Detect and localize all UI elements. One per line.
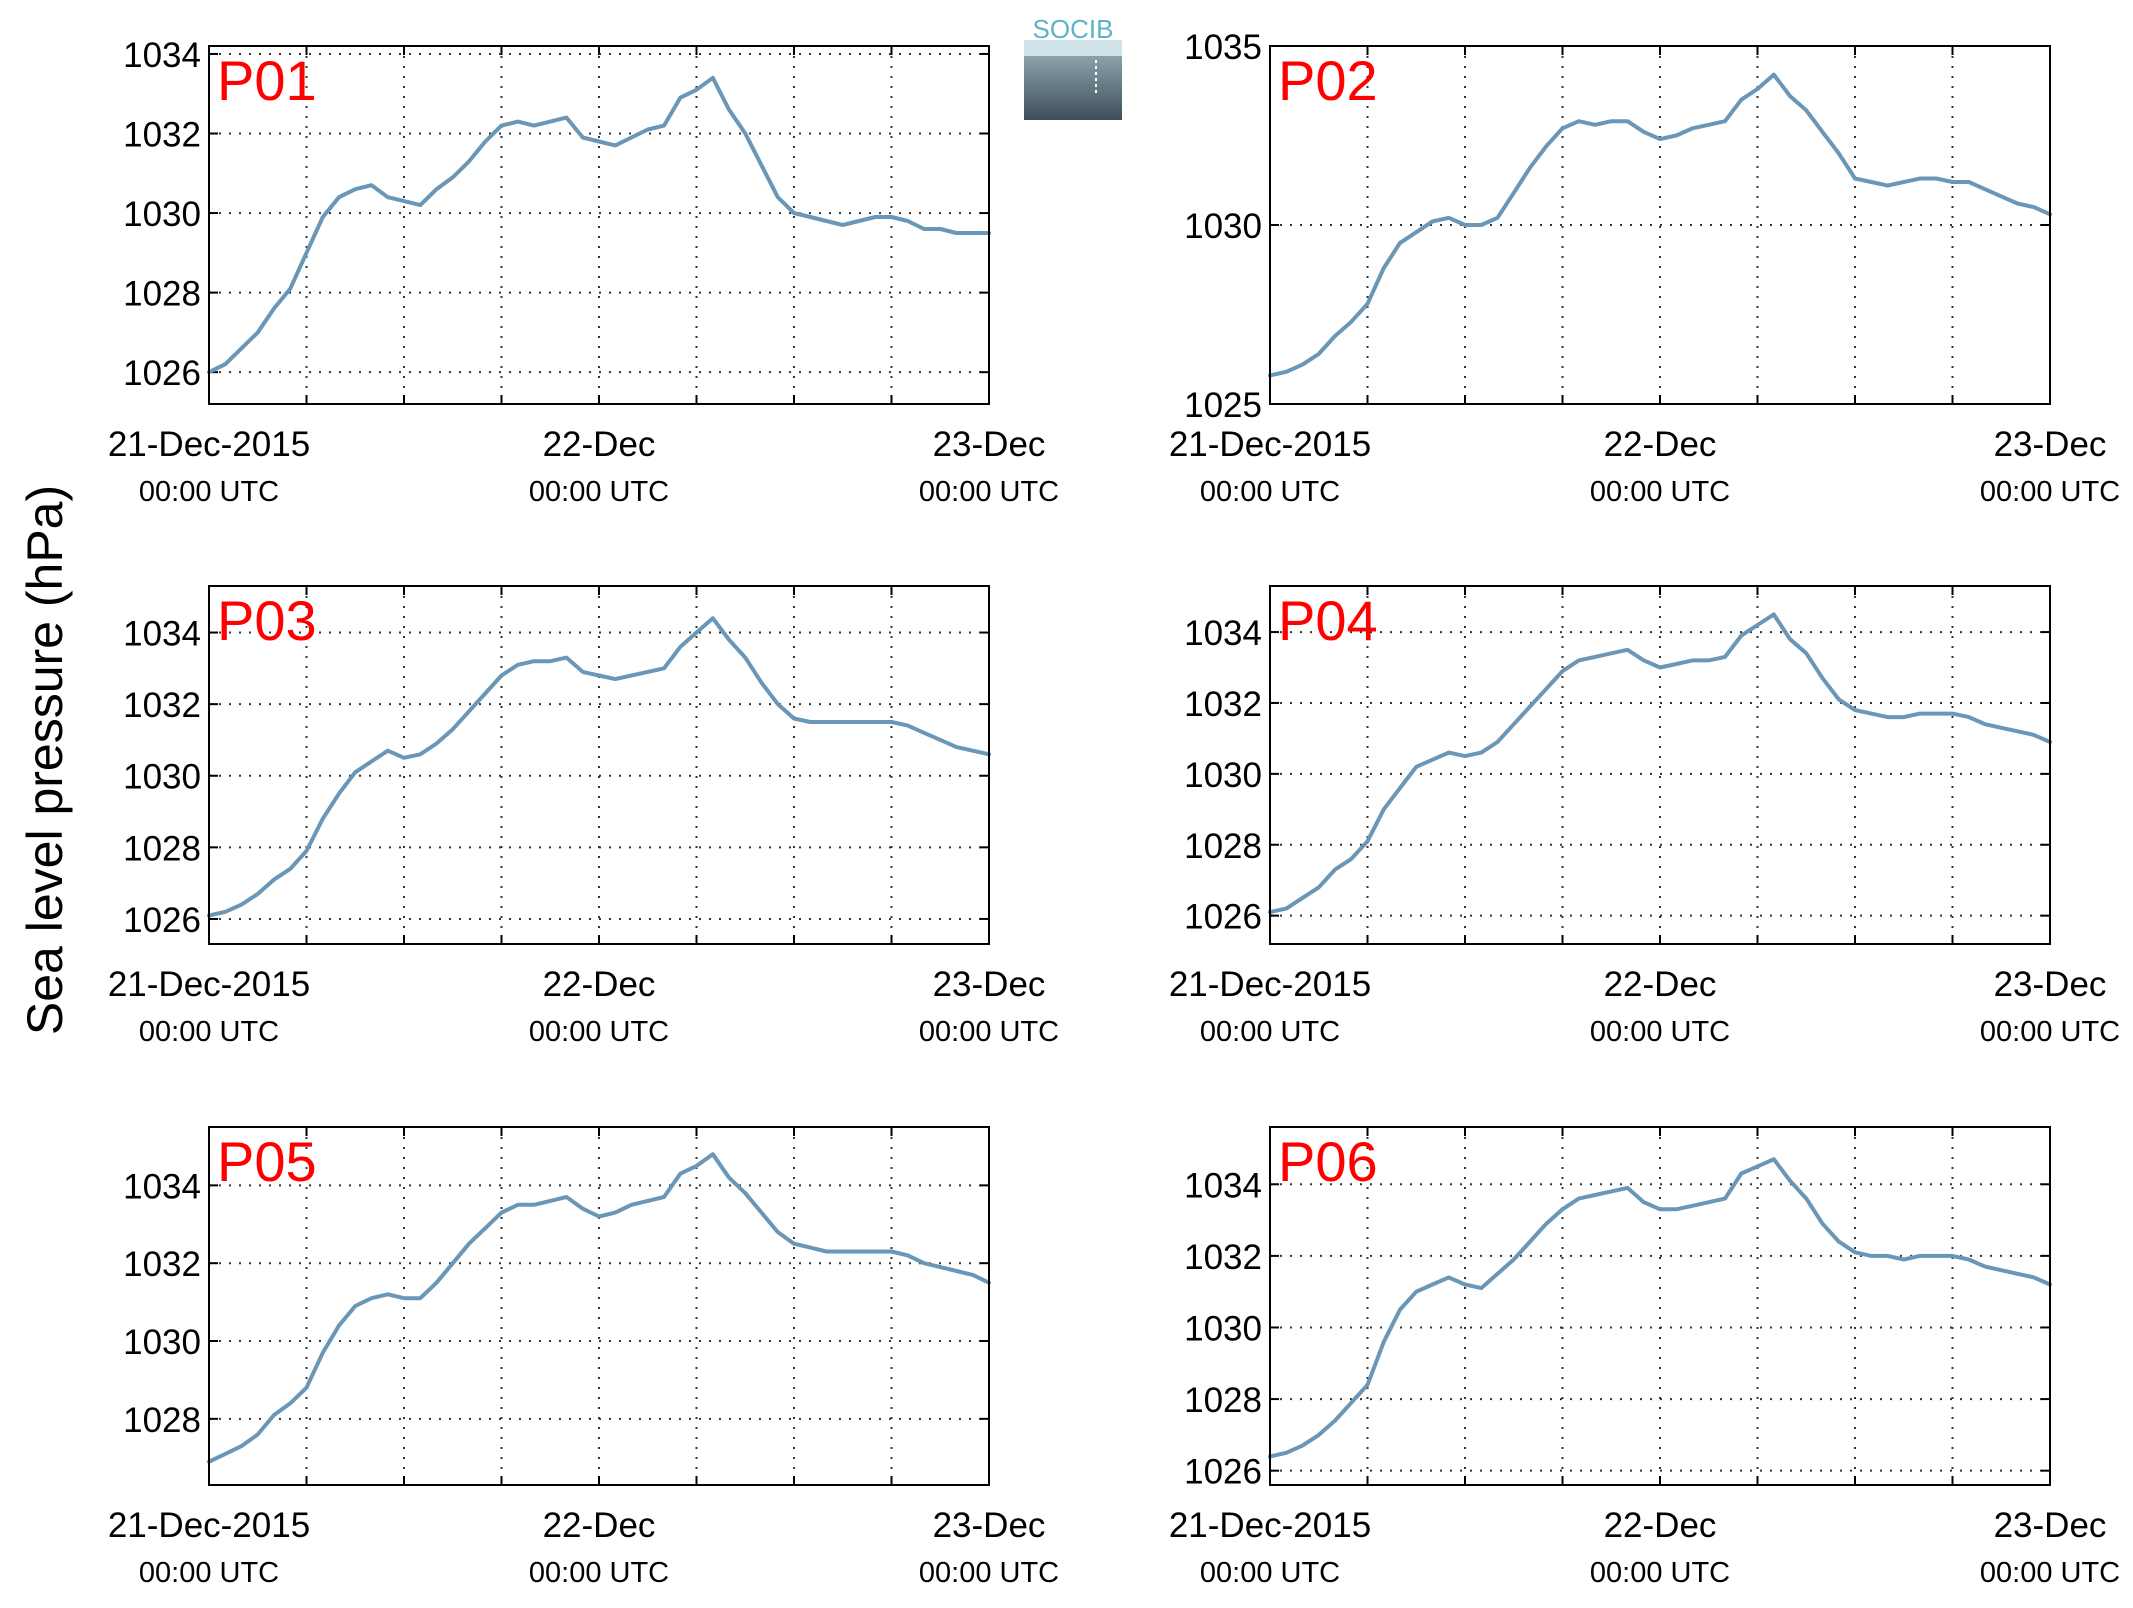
- x-tick-label-time: 00:00 UTC: [919, 476, 1059, 508]
- logo-text: SOCIB: [1033, 16, 1114, 44]
- x-tick-label-time: 00:00 UTC: [529, 476, 669, 508]
- y-tick-label: 1028: [123, 275, 201, 314]
- y-tick-label: 1028: [123, 829, 201, 868]
- x-tick-label-time: 00:00 UTC: [1980, 1016, 2120, 1048]
- x-tick-label-date: 21-Dec-2015: [108, 1506, 310, 1545]
- x-tick-label-time: 00:00 UTC: [1200, 1557, 1340, 1589]
- x-tick-label-date: 23-Dec: [933, 965, 1046, 1004]
- x-tick-label-time: 00:00 UTC: [529, 1557, 669, 1589]
- x-tick-label-date: 23-Dec: [1994, 425, 2107, 464]
- series-line: [1268, 1157, 2052, 1459]
- x-tick-label-date: 23-Dec: [1994, 965, 2107, 1004]
- y-tick-label: 1028: [123, 1401, 201, 1440]
- y-tick-label: 1026: [123, 901, 201, 940]
- y-tick-label: 1032: [1184, 685, 1262, 724]
- socib-logo: SOCIB: [1024, 16, 1122, 120]
- plot-frame: [1269, 585, 2051, 945]
- panel-title: P04: [1278, 589, 1378, 652]
- y-tick-label: 1032: [123, 686, 201, 725]
- logo-band-top: [1024, 40, 1122, 56]
- x-tick-label-date: 21-Dec-2015: [108, 425, 310, 464]
- x-tick-label-date: 23-Dec: [933, 1506, 1046, 1545]
- y-tick-label: 1030: [123, 758, 201, 797]
- panel-title: P01: [217, 49, 317, 112]
- chart-panel-6: 1026 1028 1030 1032 1034 21-Dec-2015 00:00 UTC…: [1169, 1126, 2120, 1589]
- x-tick-label-date: 22-Dec: [1604, 965, 1717, 1004]
- chart-panel-4: 1026 1028 1030 1032 1034 21-Dec-2015 00:00 UTC…: [1169, 585, 2120, 1048]
- series-line: [207, 75, 991, 375]
- x-tick-label-date: 22-Dec: [543, 1506, 656, 1545]
- y-tick-label: 1030: [123, 195, 201, 234]
- y-tick-label: 1030: [123, 1323, 201, 1362]
- x-tick-label-date: 22-Dec: [1604, 1506, 1717, 1545]
- x-tick-label-time: 00:00 UTC: [1980, 476, 2120, 508]
- series-line: [207, 1152, 991, 1464]
- y-tick-label: 1026: [1184, 1453, 1262, 1492]
- panel-title: P06: [1278, 1130, 1378, 1193]
- series-line: [207, 616, 991, 918]
- y-tick-label: 1032: [123, 1245, 201, 1284]
- panel-title: P02: [1278, 49, 1378, 112]
- chart-panel-1: 1026 1028 1030 1032 1034 21-Dec-2015 00:00 UTC…: [108, 36, 1059, 508]
- y-axis-label: Sea level pressure (hPa): [17, 485, 73, 1035]
- y-tick-label: 1030: [1184, 1309, 1262, 1348]
- series-line: [1268, 612, 2052, 915]
- plot-frame: [208, 45, 990, 405]
- x-tick-label-time: 00:00 UTC: [919, 1557, 1059, 1589]
- y-tick-label: 1028: [1184, 1381, 1262, 1420]
- x-tick-label-time: 00:00 UTC: [1980, 1557, 2120, 1589]
- y-tick-label: 1030: [1184, 207, 1262, 246]
- x-tick-label-date: 22-Dec: [1604, 425, 1717, 464]
- x-tick-label-time: 00:00 UTC: [1200, 476, 1340, 508]
- x-tick-label-date: 21-Dec-2015: [1169, 425, 1371, 464]
- x-tick-label-date: 22-Dec: [543, 965, 656, 1004]
- y-tick-label: 1034: [123, 36, 201, 75]
- x-tick-label-time: 00:00 UTC: [1590, 1557, 1730, 1589]
- plot-frame: [1269, 1126, 2051, 1486]
- series-line: [1268, 72, 2052, 378]
- x-tick-label-date: 23-Dec: [933, 425, 1046, 464]
- x-tick-label-time: 00:00 UTC: [919, 1016, 1059, 1048]
- x-tick-label-time: 00:00 UTC: [139, 1557, 279, 1589]
- y-tick-label: 1025: [1184, 386, 1262, 425]
- chart-panel-3: 1026 1028 1030 1032 1034 21-Dec-2015 00:00 UTC…: [108, 585, 1059, 1048]
- y-tick-label: 1034: [1184, 614, 1262, 653]
- y-tick-label: 1034: [1184, 1166, 1262, 1205]
- y-tick-label: 1026: [123, 354, 201, 393]
- plot-frame: [208, 585, 990, 945]
- plot-frame: [208, 1126, 990, 1486]
- y-tick-label: 1032: [1184, 1238, 1262, 1277]
- x-tick-label-date: 21-Dec-2015: [108, 965, 310, 1004]
- plot-frame: [1269, 45, 2051, 405]
- y-tick-label: 1034: [123, 615, 201, 654]
- x-tick-label-time: 00:00 UTC: [139, 476, 279, 508]
- y-tick-label: 1028: [1184, 827, 1262, 866]
- chart-panel-5: 1028 1030 1032 1034 21-Dec-2015 00:00 UTC 22-D…: [108, 1126, 1059, 1589]
- y-tick-label: 1034: [123, 1167, 201, 1206]
- y-tick-label: 1030: [1184, 756, 1262, 795]
- y-tick-label: 1032: [123, 116, 201, 155]
- x-tick-label-time: 00:00 UTC: [529, 1016, 669, 1048]
- panel-title: P03: [217, 589, 317, 652]
- x-tick-label-date: 21-Dec-2015: [1169, 965, 1371, 1004]
- x-tick-label-date: 22-Dec: [543, 425, 656, 464]
- y-tick-label: 1035: [1184, 28, 1262, 67]
- x-tick-label-time: 00:00 UTC: [139, 1016, 279, 1048]
- x-tick-label-time: 00:00 UTC: [1590, 1016, 1730, 1048]
- x-tick-label-date: 21-Dec-2015: [1169, 1506, 1371, 1545]
- chart-panel-2: 1025 1030 1035 21-Dec-2015 00:00 UTC 22-Dec 00…: [1169, 28, 2120, 508]
- x-tick-label-time: 00:00 UTC: [1590, 476, 1730, 508]
- y-tick-label: 1026: [1184, 898, 1262, 937]
- x-tick-label-date: 23-Dec: [1994, 1506, 2107, 1545]
- x-tick-label-time: 00:00 UTC: [1200, 1016, 1340, 1048]
- panel-title: P05: [217, 1130, 317, 1193]
